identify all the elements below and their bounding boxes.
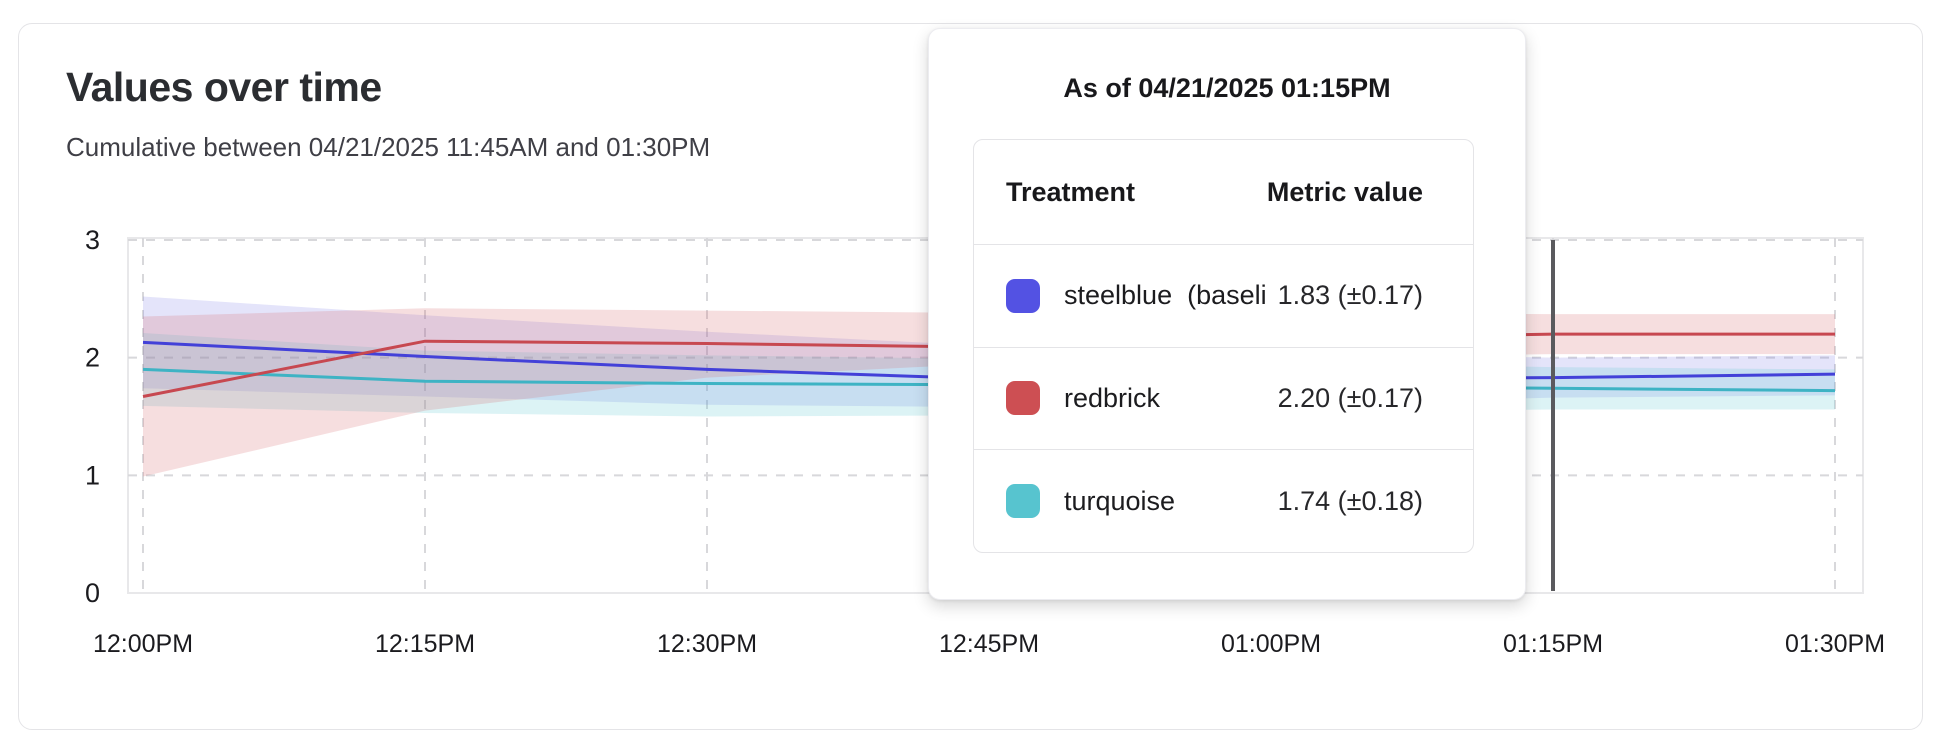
column-header-metric-value: Metric value <box>1266 176 1423 207</box>
x-axis-tick-label: 12:00PM <box>93 630 193 658</box>
page-title: Values over time <box>66 64 382 110</box>
x-axis-tick-label: 12:45PM <box>939 630 1039 658</box>
y-axis-tick-label: 1 <box>85 460 100 490</box>
x-axis-tick-label: 01:30PM <box>1785 630 1885 658</box>
x-axis-tick-label: 01:15PM <box>1503 630 1603 658</box>
chart-tooltip: As of 04/21/2025 01:15PM Treatment Metri… <box>928 28 1526 600</box>
series-color-swatch <box>1006 484 1040 519</box>
y-axis-tick-label: 2 <box>85 343 100 373</box>
table-row: steelblue (baseli 1.83 (±0.17) <box>974 244 1473 347</box>
treatment-name: turquoise <box>1064 485 1176 516</box>
y-axis-tick-label: 0 <box>85 578 100 608</box>
x-axis-tick-label: 12:15PM <box>375 630 475 658</box>
x-axis-tick-label: 12:30PM <box>657 630 757 658</box>
treatment-name: redbrick <box>1064 382 1161 413</box>
column-header-treatment: Treatment <box>1006 176 1136 207</box>
tooltip-table: Treatment Metric value steelblue (baseli… <box>973 139 1474 553</box>
metric-value: 1.83 (±0.17) <box>1277 280 1423 311</box>
tooltip-timestamp: As of 04/21/2025 01:15PM <box>1063 73 1391 103</box>
chart-subtitle: Cumulative between 04/21/2025 11:45AM an… <box>66 132 711 162</box>
metric-value: 1.74 (±0.18) <box>1277 485 1423 516</box>
x-axis-tick-label: 01:00PM <box>1221 630 1321 658</box>
metric-value: 2.20 (±0.17) <box>1277 382 1423 413</box>
table-row: turquoise 1.74 (±0.18) <box>974 449 1473 552</box>
series-color-swatch <box>1006 278 1040 313</box>
y-axis-tick-label: 3 <box>85 225 100 255</box>
treatment-name: steelblue (baseli <box>1064 280 1267 311</box>
table-row: redbrick 2.20 (±0.17) <box>974 346 1473 450</box>
series-color-swatch <box>1006 381 1040 416</box>
tooltip-table-header: Treatment Metric value <box>974 140 1473 244</box>
